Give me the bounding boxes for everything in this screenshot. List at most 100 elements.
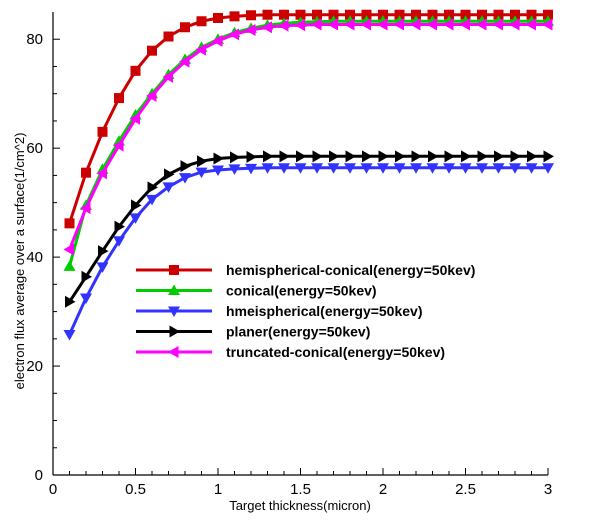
data-point — [362, 150, 373, 163]
data-point — [492, 18, 503, 31]
data-point — [410, 163, 422, 174]
data-point — [444, 150, 455, 163]
data-point — [377, 163, 389, 174]
data-point — [543, 150, 554, 163]
data-point — [63, 243, 74, 256]
data-point — [96, 167, 107, 180]
data-point — [81, 167, 91, 178]
x-axis-title: Target thickness(micron) — [229, 498, 371, 513]
data-point — [113, 139, 124, 152]
legend-swatch-marker — [169, 265, 179, 275]
data-point — [278, 19, 289, 32]
data-point — [294, 163, 307, 174]
data-point — [213, 152, 224, 165]
data-point — [279, 150, 290, 163]
data-point — [263, 150, 274, 163]
data-point — [295, 9, 306, 20]
data-point — [443, 163, 455, 174]
data-point — [179, 173, 191, 184]
data-point — [329, 150, 340, 163]
data-point — [311, 18, 322, 31]
data-point — [213, 12, 223, 23]
y-tick-label: 40 — [26, 249, 43, 266]
legend-item: planer(energy=50kev) — [136, 324, 370, 340]
data-point — [459, 163, 472, 174]
data-point — [146, 89, 157, 102]
data-point — [411, 150, 422, 163]
data-point — [164, 168, 175, 181]
data-point — [526, 9, 537, 20]
legend-item: hmeispherical(energy=50kev) — [136, 303, 423, 319]
y-tick-label: 20 — [26, 358, 43, 375]
data-point — [80, 293, 92, 304]
data-point — [163, 31, 174, 42]
data-point — [527, 150, 538, 163]
data-point — [311, 163, 323, 174]
data-point — [195, 43, 206, 56]
data-point — [212, 165, 224, 176]
data-point — [80, 202, 91, 215]
x-tick-label: 1 — [214, 481, 222, 498]
data-point — [63, 260, 76, 271]
data-point — [113, 236, 125, 247]
data-point — [444, 9, 454, 20]
data-point — [393, 18, 404, 31]
data-point — [509, 18, 520, 31]
data-point — [228, 28, 239, 41]
data-point — [345, 9, 355, 20]
data-point — [510, 150, 521, 163]
data-point — [279, 9, 289, 20]
data-point — [460, 9, 471, 20]
x-tick-label: 0 — [49, 481, 57, 498]
data-point — [162, 70, 173, 83]
x-tick-label: 2.5 — [455, 481, 476, 498]
data-point — [245, 23, 256, 36]
data-point — [328, 9, 339, 20]
data-point — [261, 163, 274, 174]
series-3 — [63, 163, 554, 341]
data-point — [377, 18, 388, 31]
data-point — [114, 220, 125, 233]
data-point — [246, 10, 256, 21]
data-point — [525, 18, 536, 31]
legend-label: conical(energy=50kev) — [226, 283, 377, 299]
series-5 — [63, 18, 553, 256]
legend-swatch-marker — [169, 325, 180, 338]
data-point — [147, 181, 158, 194]
data-point — [395, 150, 406, 163]
data-point — [229, 11, 240, 22]
x-tick-label: 0.5 — [125, 481, 146, 498]
data-point — [312, 9, 322, 20]
data-point — [96, 262, 109, 273]
data-point — [212, 34, 223, 47]
legend-item: truncated-conical(energy=50kev) — [136, 344, 445, 360]
data-point — [81, 270, 92, 283]
data-point — [162, 182, 175, 193]
data-point — [196, 16, 207, 27]
data-point — [542, 18, 553, 31]
data-point — [97, 126, 108, 137]
data-point — [525, 163, 538, 174]
data-point — [246, 150, 257, 163]
data-point — [114, 93, 124, 104]
legend-label: hemispherical-conical(energy=50kev) — [226, 262, 475, 278]
data-point — [476, 18, 487, 31]
data-point — [361, 9, 372, 20]
data-point — [443, 18, 454, 31]
data-point — [542, 163, 554, 174]
data-point — [129, 112, 140, 125]
legend-swatch-marker — [168, 284, 180, 295]
data-point — [426, 18, 437, 31]
data-point — [344, 163, 356, 174]
data-point — [427, 9, 438, 20]
y-axis-title: electron flux average over a surface(1/c… — [12, 133, 27, 390]
data-point — [327, 163, 340, 174]
data-point — [360, 163, 373, 174]
data-point — [477, 150, 488, 163]
data-point — [180, 160, 191, 173]
data-point — [230, 151, 241, 164]
data-point — [394, 9, 405, 20]
data-point — [64, 218, 75, 229]
data-point — [179, 55, 190, 68]
data-point — [426, 163, 439, 174]
